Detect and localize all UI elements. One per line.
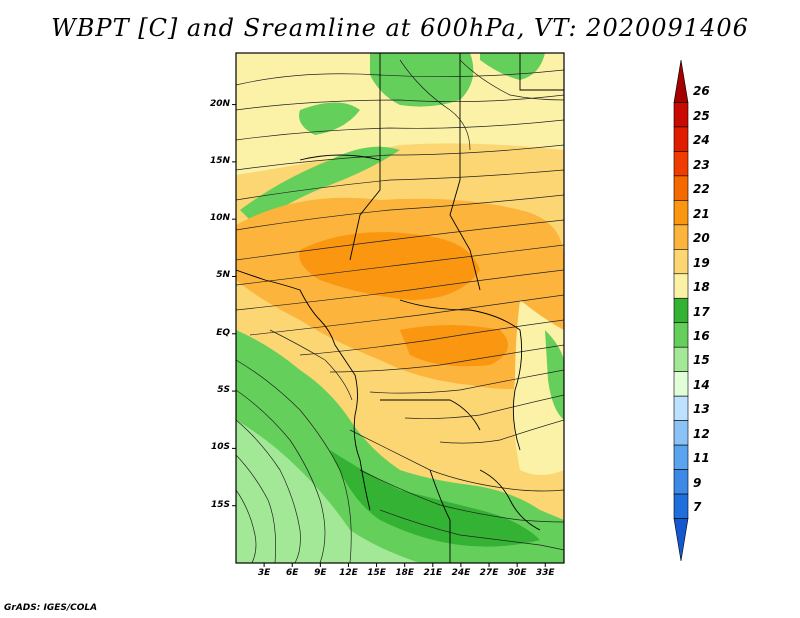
field-green-patch: [299, 102, 360, 135]
colorbar-swatch: [673, 59, 689, 103]
map-title: WBPT [C] and Sreamline at 600hPa, VT: 20…: [51, 14, 749, 42]
lon-label: 18E: [395, 568, 415, 578]
colorbar-label: 15: [693, 353, 710, 368]
axis-ticks: [232, 104, 546, 567]
colorbar-swatch: [673, 469, 689, 495]
colorbar-swatch: [673, 151, 689, 177]
lon-label: 30E: [507, 568, 527, 578]
colorbar-swatch: [673, 249, 689, 275]
colorbar-swatch: [673, 175, 689, 201]
field-sahel-green: [240, 146, 400, 225]
lon-label: 3E: [257, 568, 271, 578]
lon-label: 15E: [367, 568, 386, 578]
colorbar-swatch: [673, 518, 689, 562]
colorbar-swatch: [673, 102, 689, 128]
lat-label: 5N: [216, 270, 230, 281]
wbpt-field: [236, 53, 564, 563]
lat-label: 20N: [209, 98, 230, 109]
colorbar-label: 19: [693, 255, 710, 270]
colorbar-label: 12: [693, 426, 710, 441]
lon-label: 21E: [423, 568, 443, 578]
colorbar-label: 21: [693, 206, 710, 221]
lon-label: 24E: [451, 568, 471, 578]
colorbar-swatch: [673, 224, 689, 250]
colorbar-label: 9: [693, 475, 702, 490]
lat-label: EQ: [216, 327, 230, 338]
country-borders: [236, 53, 564, 563]
colorbar-swatch: [673, 444, 689, 470]
lat-label: 5S: [217, 385, 230, 396]
colorbar-swatch: [673, 200, 689, 226]
colorbar-label: 23: [693, 157, 710, 172]
lat-label: 10N: [209, 213, 230, 224]
colorbar-label: 7: [693, 500, 702, 515]
lat-label: 15N: [209, 155, 230, 166]
colorbar-label: 13: [693, 402, 710, 417]
colorbar-label: 26: [693, 84, 710, 99]
colorbar-swatch: [673, 371, 689, 397]
plot-frame: [235, 52, 565, 564]
colorbar-label: 25: [693, 108, 710, 123]
lat-label: 15S: [210, 499, 230, 510]
colorbar-swatch: [673, 273, 689, 299]
colorbar: [673, 59, 689, 562]
colorbar-label: 17: [693, 304, 710, 319]
colorbar-swatch: [673, 420, 689, 446]
colorbar-swatch: [673, 346, 689, 372]
lat-label: 10S: [210, 442, 230, 453]
lon-label: 12E: [339, 568, 358, 578]
field-sw-lightgreen: [236, 420, 420, 563]
colorbar-swatch: [673, 493, 689, 519]
lon-label: 33E: [535, 568, 555, 578]
colorbar-swatch: [673, 395, 689, 421]
colorbar-label: 20: [693, 231, 710, 246]
colorbar-label: 16: [693, 328, 710, 343]
lon-label: 27E: [479, 568, 499, 578]
lon-label: 9E: [314, 568, 327, 578]
field-north-19: [236, 53, 564, 175]
colorbar-label: 24: [693, 133, 710, 148]
colorbar-swatch: [673, 297, 689, 324]
field-core-22b: [400, 325, 508, 367]
field-sw-darkgreen: [330, 450, 540, 547]
colorbar-swatch: [673, 126, 689, 152]
lon-label: 6E: [286, 568, 299, 578]
colorbar-label: 18: [693, 280, 710, 295]
field-east-green: [545, 330, 564, 420]
field-north-green: [370, 53, 474, 107]
colorbar-label: 14: [693, 377, 710, 392]
colorbar-label: 22: [693, 182, 710, 197]
colorbar-swatch: [673, 322, 689, 348]
colorbar-label: 11: [693, 451, 710, 466]
grads-credit: GrADS: IGES/COLA: [4, 603, 98, 613]
